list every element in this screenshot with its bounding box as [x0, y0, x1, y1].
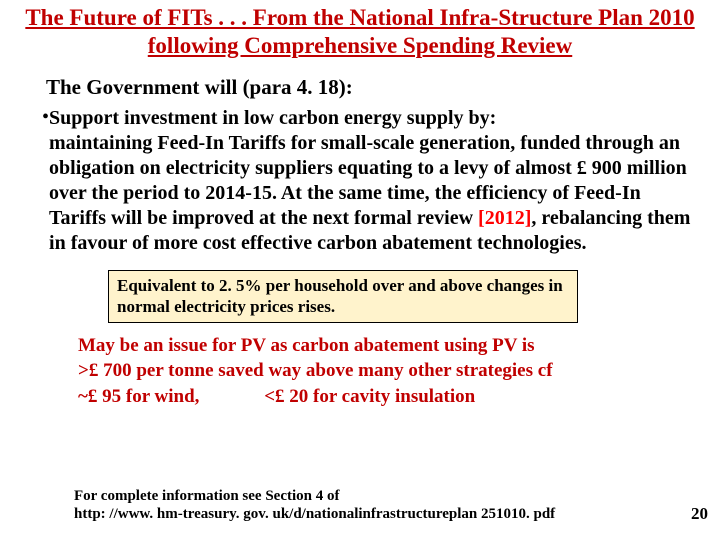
intro-line: The Government will (para 4. 18): — [0, 75, 720, 100]
bullet-paragraph: Support investment in low carbon energy … — [49, 106, 720, 256]
insert-year: [2012] — [478, 207, 531, 229]
pv-cavity: <£ 20 for cavity insulation — [204, 386, 475, 407]
footer-line-2: http: //www. hm-treasury. gov. uk/d/nati… — [74, 506, 555, 522]
title-line-1: The Future of FITs . . . From the Nation… — [25, 5, 694, 30]
page-number: 20 — [691, 504, 708, 524]
title-line-2: following Comprehensive Spending Review — [148, 33, 572, 58]
pv-wind: ~£ 95 for wind, — [78, 386, 199, 407]
bullet-lead: Support investment in low carbon energy … — [49, 107, 496, 129]
callout-box: Equivalent to 2. 5% per household over a… — [108, 270, 578, 323]
pv-line-3: ~£ 95 for wind, <£ 20 for cavity insulat… — [78, 384, 690, 410]
slide-title: The Future of FITs . . . From the Nation… — [0, 0, 720, 61]
slide: The Future of FITs . . . From the Nation… — [0, 0, 720, 540]
bullet-row: • Support investment in low carbon energ… — [0, 106, 720, 256]
pv-commentary: May be an issue for PV as carbon abateme… — [0, 333, 720, 410]
bullet-glyph: • — [0, 106, 49, 128]
footer-reference: For complete information see Section 4 o… — [74, 487, 555, 525]
pv-line-1: May be an issue for PV as carbon abateme… — [78, 335, 535, 356]
footer-line-1: For complete information see Section 4 o… — [74, 488, 340, 504]
pv-line-2: >£ 700 per tonne saved way above many ot… — [78, 358, 690, 384]
